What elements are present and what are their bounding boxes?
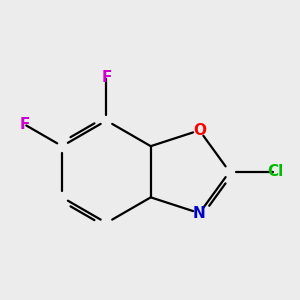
Text: F: F bbox=[101, 70, 112, 85]
Text: F: F bbox=[19, 117, 30, 132]
Text: Cl: Cl bbox=[268, 164, 284, 179]
Text: O: O bbox=[193, 123, 206, 138]
Text: N: N bbox=[193, 206, 206, 221]
